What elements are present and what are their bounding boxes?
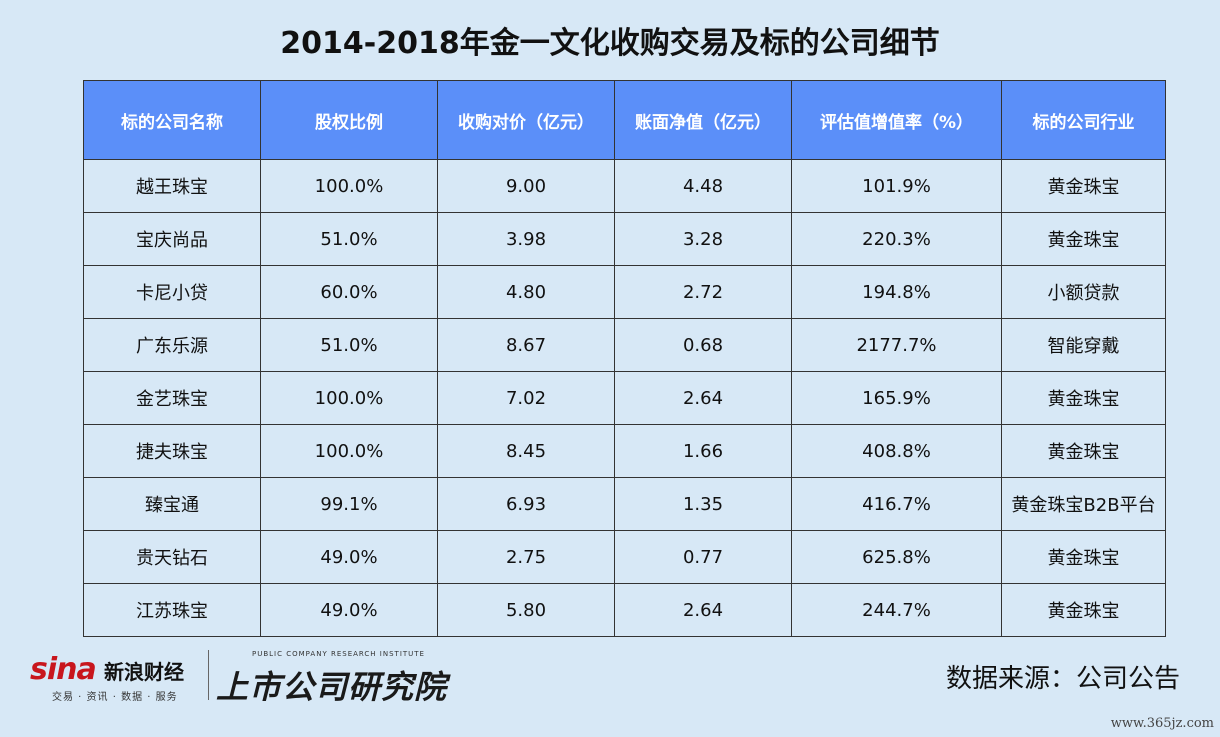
cell-industry: 黄金珠宝B2B平台 [1001,477,1166,531]
cell-industry: 小额贷款 [1001,265,1166,319]
header-consideration: 收购对价（亿元） [437,80,615,160]
data-source: 数据来源：公司公告 [945,664,1180,694]
cell-company-name: 广东乐源 [83,318,261,372]
cell-company-name: 贵天钻石 [83,530,261,584]
table-row: 捷夫珠宝 100.0% 8.45 1.66 408.8% 黄金珠宝 [83,424,1166,478]
cell-consideration: 9.00 [437,159,615,213]
sina-tagline: 交易 · 资讯 · 数据 · 服务 [52,692,178,703]
cell-industry: 黄金珠宝 [1001,212,1166,266]
table-row: 臻宝通 99.1% 6.93 1.35 416.7% 黄金珠宝B2B平台 [83,477,1166,531]
cell-company-name: 捷夫珠宝 [83,424,261,478]
cell-consideration: 8.45 [437,424,615,478]
cell-company-name: 金艺珠宝 [83,371,261,425]
watermark: www.365jz.com [1110,716,1214,731]
cell-book-value: 4.48 [614,159,792,213]
research-institute-logo: 上市公司研究院 [216,668,448,706]
page-title: 2014-2018年金一文化收购交易及标的公司细节 [280,26,940,61]
cell-appreciation-rate: 2177.7% [791,318,1002,372]
cell-book-value: 0.68 [614,318,792,372]
cell-appreciation-rate: 101.9% [791,159,1002,213]
cell-equity-ratio: 51.0% [260,318,438,372]
sina-finance-name: 新浪财经 [104,660,184,684]
cell-book-value: 1.35 [614,477,792,531]
cell-book-value: 2.72 [614,265,792,319]
cell-company-name: 越王珠宝 [83,159,261,213]
cell-equity-ratio: 100.0% [260,159,438,213]
cell-equity-ratio: 60.0% [260,265,438,319]
cell-company-name: 卡尼小贷 [83,265,261,319]
logo-divider [208,650,209,700]
cell-book-value: 2.64 [614,371,792,425]
acquisition-table: 标的公司名称 股权比例 收购对价（亿元） 账面净值（亿元） 评估值增值率（%） … [83,80,1166,637]
cell-book-value: 0.77 [614,530,792,584]
table-row: 江苏珠宝 49.0% 5.80 2.64 244.7% 黄金珠宝 [83,583,1166,637]
cell-company-name: 江苏珠宝 [83,583,261,637]
sina-logo: sina [30,652,97,687]
cell-consideration: 5.80 [437,583,615,637]
cell-industry: 黄金珠宝 [1001,530,1166,584]
table-row: 越王珠宝 100.0% 9.00 4.48 101.9% 黄金珠宝 [83,159,1166,213]
cell-appreciation-rate: 625.8% [791,530,1002,584]
cell-consideration: 3.98 [437,212,615,266]
cell-equity-ratio: 99.1% [260,477,438,531]
cell-equity-ratio: 100.0% [260,371,438,425]
cell-appreciation-rate: 416.7% [791,477,1002,531]
cell-appreciation-rate: 408.8% [791,424,1002,478]
cell-equity-ratio: 49.0% [260,583,438,637]
cell-equity-ratio: 51.0% [260,212,438,266]
header-appreciation-rate: 评估值增值率（%） [791,80,1002,160]
table-row: 贵天钻石 49.0% 2.75 0.77 625.8% 黄金珠宝 [83,530,1166,584]
research-institute-english: PUBLIC COMPANY RESEARCH INSTITUTE [252,650,425,658]
cell-consideration: 4.80 [437,265,615,319]
cell-appreciation-rate: 194.8% [791,265,1002,319]
header-industry: 标的公司行业 [1001,80,1166,160]
cell-appreciation-rate: 165.9% [791,371,1002,425]
logo-area: sina 新浪财经 交易 · 资讯 · 数据 · 服务 PUBLIC COMPA… [30,648,450,708]
header-book-value: 账面净值（亿元） [614,80,792,160]
table-header-row: 标的公司名称 股权比例 收购对价（亿元） 账面净值（亿元） 评估值增值率（%） … [83,80,1166,160]
cell-equity-ratio: 49.0% [260,530,438,584]
table-row: 广东乐源 51.0% 8.67 0.68 2177.7% 智能穿戴 [83,318,1166,372]
table-row: 卡尼小贷 60.0% 4.80 2.72 194.8% 小额贷款 [83,265,1166,319]
cell-appreciation-rate: 244.7% [791,583,1002,637]
cell-industry: 黄金珠宝 [1001,371,1166,425]
cell-consideration: 6.93 [437,477,615,531]
cell-consideration: 2.75 [437,530,615,584]
cell-industry: 智能穿戴 [1001,318,1166,372]
cell-book-value: 1.66 [614,424,792,478]
cell-book-value: 3.28 [614,212,792,266]
header-company-name: 标的公司名称 [83,80,261,160]
cell-company-name: 宝庆尚品 [83,212,261,266]
table-row: 宝庆尚品 51.0% 3.98 3.28 220.3% 黄金珠宝 [83,212,1166,266]
cell-industry: 黄金珠宝 [1001,159,1166,213]
cell-appreciation-rate: 220.3% [791,212,1002,266]
cell-book-value: 2.64 [614,583,792,637]
cell-industry: 黄金珠宝 [1001,424,1166,478]
table-row: 金艺珠宝 100.0% 7.02 2.64 165.9% 黄金珠宝 [83,371,1166,425]
cell-consideration: 8.67 [437,318,615,372]
cell-industry: 黄金珠宝 [1001,583,1166,637]
header-equity-ratio: 股权比例 [260,80,438,160]
cell-consideration: 7.02 [437,371,615,425]
cell-equity-ratio: 100.0% [260,424,438,478]
cell-company-name: 臻宝通 [83,477,261,531]
